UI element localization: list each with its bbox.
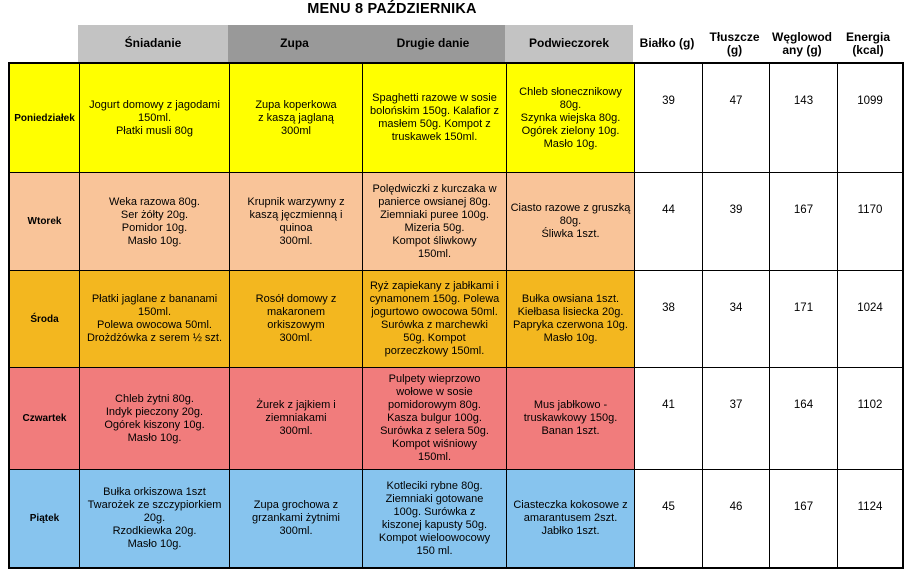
cell-thursday-snack: Mus jabłkowo - truskawkowy 150g. Banan 1… bbox=[507, 368, 635, 470]
cell-friday-fat: 46 bbox=[703, 470, 770, 567]
cell-thursday-breakfast: Chleb żytni 80g. Indyk pieczony 20g. Ogó… bbox=[80, 368, 230, 470]
cell-tuesday-protein: 44 bbox=[635, 173, 703, 271]
cell-thursday-main-course: Pulpety wieprzowo wołowe w sosie pomidor… bbox=[363, 368, 507, 470]
cell-thursday-energy: 1102 bbox=[838, 368, 902, 470]
cell-thursday-carbs: 164 bbox=[770, 368, 838, 470]
cell-thursday-protein: 41 bbox=[635, 368, 703, 470]
col-header-fat: Tłuszcze (g) bbox=[701, 25, 768, 62]
cell-friday-soup: Zupa grochowa z grzankami żytnimi 300ml. bbox=[230, 470, 363, 567]
day-cell-thursday: Czwartek bbox=[10, 368, 80, 470]
cell-friday-energy: 1124 bbox=[838, 470, 902, 567]
col-header-carbs: Węglowod any (g) bbox=[768, 25, 836, 62]
cell-wednesday-snack: Bułka owsiana 1szt. Kiełbasa lisiecka 20… bbox=[507, 271, 635, 368]
cell-tuesday-breakfast: Weka razowa 80g. Ser żółty 20g. Pomidor … bbox=[80, 173, 230, 271]
menu-table: Poniedziałek Jogurt domowy z jagodami 15… bbox=[8, 62, 904, 569]
cell-wednesday-fat: 34 bbox=[703, 271, 770, 368]
cell-tuesday-snack: Ciasto razowe z gruszką 80g. Śliwka 1szt… bbox=[507, 173, 635, 271]
cell-monday-soup: Zupa koperkowa z kaszą jaglaną 300ml bbox=[230, 64, 363, 173]
table-header: Śniadanie Zupa Drugie danie Podwieczorek… bbox=[8, 25, 900, 62]
page-title: MENU 8 PAŹDZIERNIKA bbox=[307, 1, 477, 17]
header-day-spacer bbox=[8, 25, 78, 62]
col-header-breakfast: Śniadanie bbox=[78, 25, 228, 62]
cell-thursday-fat: 37 bbox=[703, 368, 770, 470]
cell-monday-carbs: 143 bbox=[770, 64, 838, 173]
cell-monday-main-course: Spaghetti razowe w sosie bolońskim 150g.… bbox=[363, 64, 507, 173]
cell-friday-main-course: Kotleciki rybne 80g. Ziemniaki gotowane … bbox=[363, 470, 507, 567]
day-cell-tuesday: Wtorek bbox=[10, 173, 80, 271]
cell-wednesday-energy: 1024 bbox=[838, 271, 902, 368]
cell-monday-fat: 47 bbox=[703, 64, 770, 173]
cell-monday-energy: 1099 bbox=[838, 64, 902, 173]
cell-friday-breakfast: Bułka orkiszowa 1szt Twarożek ze szczypi… bbox=[80, 470, 230, 567]
col-header-soup: Zupa bbox=[228, 25, 361, 62]
day-cell-monday: Poniedziałek bbox=[10, 64, 80, 173]
cell-monday-protein: 39 bbox=[635, 64, 703, 173]
col-header-main-course: Drugie danie bbox=[361, 25, 505, 62]
col-header-energy: Energia (kcal) bbox=[836, 25, 900, 62]
col-header-snack: Podwieczorek bbox=[505, 25, 633, 62]
cell-wednesday-protein: 38 bbox=[635, 271, 703, 368]
cell-tuesday-carbs: 167 bbox=[770, 173, 838, 271]
cell-wednesday-soup: Rosół domowy z makaronem orkiszowym 300m… bbox=[230, 271, 363, 368]
cell-friday-snack: Ciasteczka kokosowe z amarantusem 2szt. … bbox=[507, 470, 635, 567]
cell-monday-breakfast: Jogurt domowy z jagodami 150ml. Płatki m… bbox=[80, 64, 230, 173]
cell-monday-snack: Chleb słonecznikowy 80g. Szynka wiejska … bbox=[507, 64, 635, 173]
day-cell-friday: Piątek bbox=[10, 470, 80, 567]
cell-tuesday-main-course: Polędwiczki z kurczaka w panierce owsian… bbox=[363, 173, 507, 271]
cell-wednesday-carbs: 171 bbox=[770, 271, 838, 368]
cell-wednesday-main-course: Ryż zapiekany z jabłkami i cynamonem 150… bbox=[363, 271, 507, 368]
cell-friday-carbs: 167 bbox=[770, 470, 838, 567]
cell-friday-protein: 45 bbox=[635, 470, 703, 567]
cell-wednesday-breakfast: Płatki jaglane z bananami 150ml. Polewa … bbox=[80, 271, 230, 368]
cell-tuesday-fat: 39 bbox=[703, 173, 770, 271]
cell-thursday-soup: Żurek z jajkiem i ziemniakami 300ml. bbox=[230, 368, 363, 470]
cell-tuesday-energy: 1170 bbox=[838, 173, 902, 271]
col-header-protein: Białko (g) bbox=[633, 25, 701, 62]
cell-tuesday-soup: Krupnik warzywny z kaszą jęczmienną i qu… bbox=[230, 173, 363, 271]
day-cell-wednesday: Środa bbox=[10, 271, 80, 368]
